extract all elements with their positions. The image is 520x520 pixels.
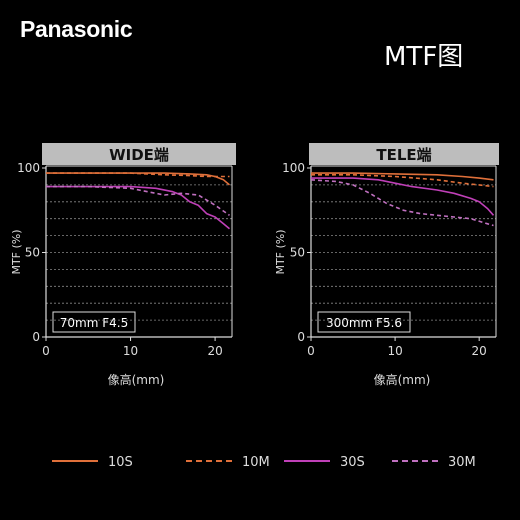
wide-series-30s	[46, 185, 231, 230]
wide-series-30m	[46, 185, 230, 216]
wide-x-axis-label: 像高(mm)	[108, 372, 165, 387]
tele-x-tick-label: 0	[307, 344, 315, 358]
wide-header-label: WIDE端	[109, 146, 169, 164]
wide-lens-note: 70mm F4.5	[60, 316, 128, 330]
wide-header-bar	[42, 143, 236, 165]
tele-header-label: TELE端	[376, 146, 431, 164]
legend-label-30s: 30S	[340, 455, 365, 470]
tele-series-30s	[311, 177, 495, 216]
wide-lens-note-box	[52, 311, 136, 333]
wide-y-tick-label: 100	[17, 161, 40, 175]
tele-series-10m	[311, 174, 494, 188]
tele-series-10s	[311, 172, 494, 181]
tele-y-tick-label: 0	[297, 330, 305, 344]
tele-y-tick-label: 100	[282, 161, 305, 175]
tele-plot: 0 50 100 0 10 20	[282, 161, 497, 358]
tele-lens-note: 300mm F5.6	[326, 316, 402, 330]
wide-x-tick-label: 20	[207, 344, 222, 358]
tele-header-bar	[309, 143, 499, 165]
wide-y-tick-label: 0	[32, 330, 40, 344]
legend-label-10m: 10M	[242, 455, 270, 470]
tele-y-tick-label: 50	[290, 246, 305, 260]
wide-x-tick-label: 0	[42, 344, 50, 358]
wide-plot: 0 50 100 0 10 20	[17, 161, 233, 358]
tele-x-tick-label: 10	[387, 344, 402, 358]
wide-series-10s	[46, 172, 231, 186]
tele-lens-note-box	[317, 311, 411, 333]
wide-x-tick-label: 10	[123, 344, 138, 358]
tele-x-tick-label: 20	[472, 344, 487, 358]
wide-y-tick-label: 50	[25, 246, 40, 260]
wide-series-10m	[46, 172, 230, 178]
legend-label-30m: 30M	[448, 455, 476, 470]
legend-label-10s: 10S	[108, 455, 133, 470]
wide-y-axis-label: MTF (%)	[10, 229, 23, 274]
tele-x-axis-label: 像高(mm)	[374, 372, 431, 387]
tele-series-30m	[310, 179, 494, 227]
page-title: MTF图	[384, 42, 464, 72]
brand-logo: Panasonic	[20, 16, 133, 42]
tele-y-axis-label: MTF (%)	[274, 229, 287, 274]
